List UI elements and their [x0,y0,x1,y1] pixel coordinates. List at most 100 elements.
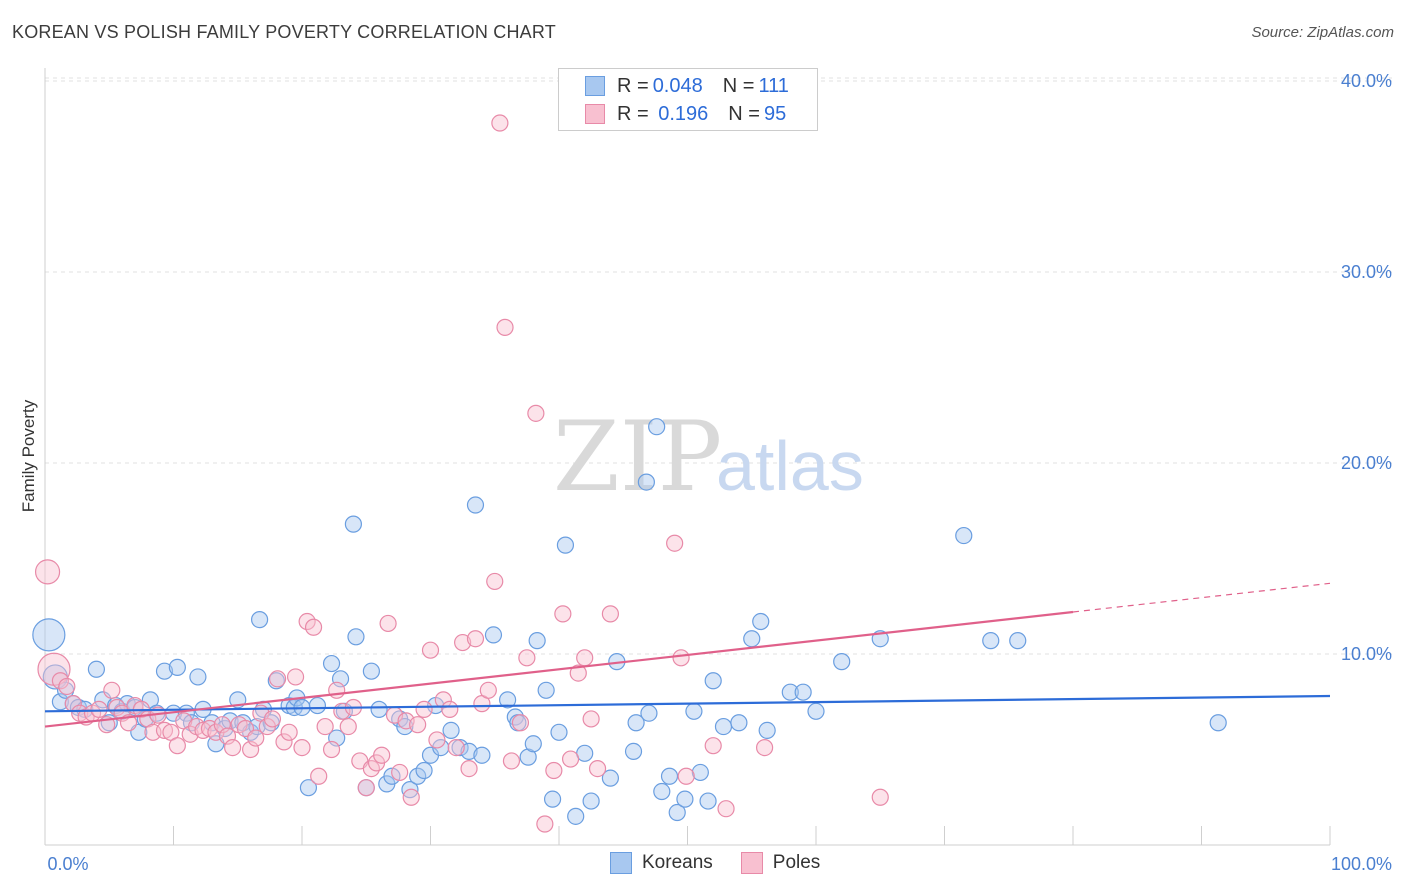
chart-title: KOREAN VS POLISH FAMILY POVERTY CORRELAT… [12,22,556,42]
polish-point [275,733,293,751]
polish-point [447,738,465,757]
korean-point [743,630,761,648]
koreans-swatch [585,76,605,96]
korean-point [396,717,414,736]
korean-point [676,790,694,808]
legend-r-label: R = [617,74,649,97]
polish-point [194,721,212,740]
polish-point [34,559,61,585]
polish-point [357,779,375,797]
polish-point [588,759,607,778]
polish-point [328,681,346,699]
polish-point [460,759,478,778]
korean-point [168,658,186,676]
polish-point [263,710,282,728]
legend-n-value: 111 [758,74,789,97]
polish-point [168,737,186,755]
series-poles [34,114,889,833]
korean-point [550,723,568,741]
polish-point [486,572,504,591]
polish-point [704,737,722,755]
watermark-atlas: atlas [716,427,864,505]
korean-point [409,767,427,785]
polish-point [717,800,735,818]
korean-point [567,807,585,825]
polish-point [569,664,587,682]
watermark: ZIP atlas [553,401,864,513]
korean-point [415,761,433,780]
legend-n-label: N = [728,102,760,125]
polish-point [441,700,459,718]
y-tick-label: 40.0% [1341,71,1392,91]
korean-point [730,714,748,732]
polish-point [511,714,530,732]
korean-point [640,704,658,722]
koreans-trend-line [44,694,1331,713]
korean-point [543,790,562,808]
korean-point [653,782,671,801]
korean-point [752,612,770,631]
korean-point [87,660,106,678]
poles-trend-line [44,610,1074,728]
korean-point [362,662,380,680]
polish-point [391,763,409,782]
korean-point [794,683,812,701]
korean-point [704,672,722,690]
korean-point [648,418,666,436]
polish-point [755,738,774,757]
korean-point [781,683,799,701]
polish-point [536,815,554,833]
korean-point [758,721,776,740]
polish-point [502,752,521,770]
polish-point [247,729,265,747]
korean-point [32,618,66,652]
korean-point [528,632,546,650]
koreans-legend-label: Koreans [642,852,713,873]
polish-point [421,641,440,659]
watermark-zip: ZIP [553,401,722,513]
y-tick-label: 20.0% [1341,453,1392,473]
korean-point [582,792,600,810]
trend-lines [44,582,1331,728]
polish-point [280,723,298,741]
polish-point [677,767,695,785]
korean-point [524,735,542,753]
polish-point [286,668,305,686]
polish-point [454,633,472,652]
korean-point [322,654,341,673]
korean-point [685,702,703,720]
korean-point [556,536,575,554]
y-tick-label: 10.0% [1341,644,1392,664]
polish-point [339,717,357,736]
polish-point [666,534,684,552]
polish-point [409,716,427,734]
korean-point [347,628,365,646]
polish-point [871,788,889,806]
x-tick-label-max: 100.0% [1331,854,1392,874]
polish-point [479,681,497,699]
polish-point [466,630,485,648]
correlation-legend: R = 0.048 N = 111 R = 0.196 N = 95 [558,68,818,131]
legend-r-value: 0.048 [652,74,703,97]
legend-n-value: 95 [763,102,787,125]
series-legend: Koreans Poles [610,852,848,874]
polish-point [322,740,341,759]
korean-point [1009,632,1027,650]
poles-trend-extension [1072,582,1331,613]
y-tick-label: 30.0% [1341,262,1392,282]
polish-point [496,318,514,336]
polish-point [491,114,509,132]
polish-point [379,614,397,633]
legend-r-value: 0.196 [652,102,709,125]
polish-point [561,750,580,768]
polish-point [428,731,446,749]
polish-point [298,612,316,631]
polish-point [58,677,76,696]
legend-row-koreans: R = 0.048 N = 111 [585,73,789,99]
x-tick-label-min: 0.0% [47,854,88,874]
polish-point [554,605,572,623]
korean-point [982,632,1000,650]
polish-point [90,700,108,718]
korean-point [370,700,388,718]
polish-point [402,788,420,806]
